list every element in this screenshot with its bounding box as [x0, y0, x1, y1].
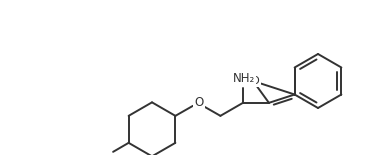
- Text: O: O: [251, 76, 259, 86]
- Text: NH₂: NH₂: [233, 72, 255, 85]
- Text: O: O: [194, 96, 203, 109]
